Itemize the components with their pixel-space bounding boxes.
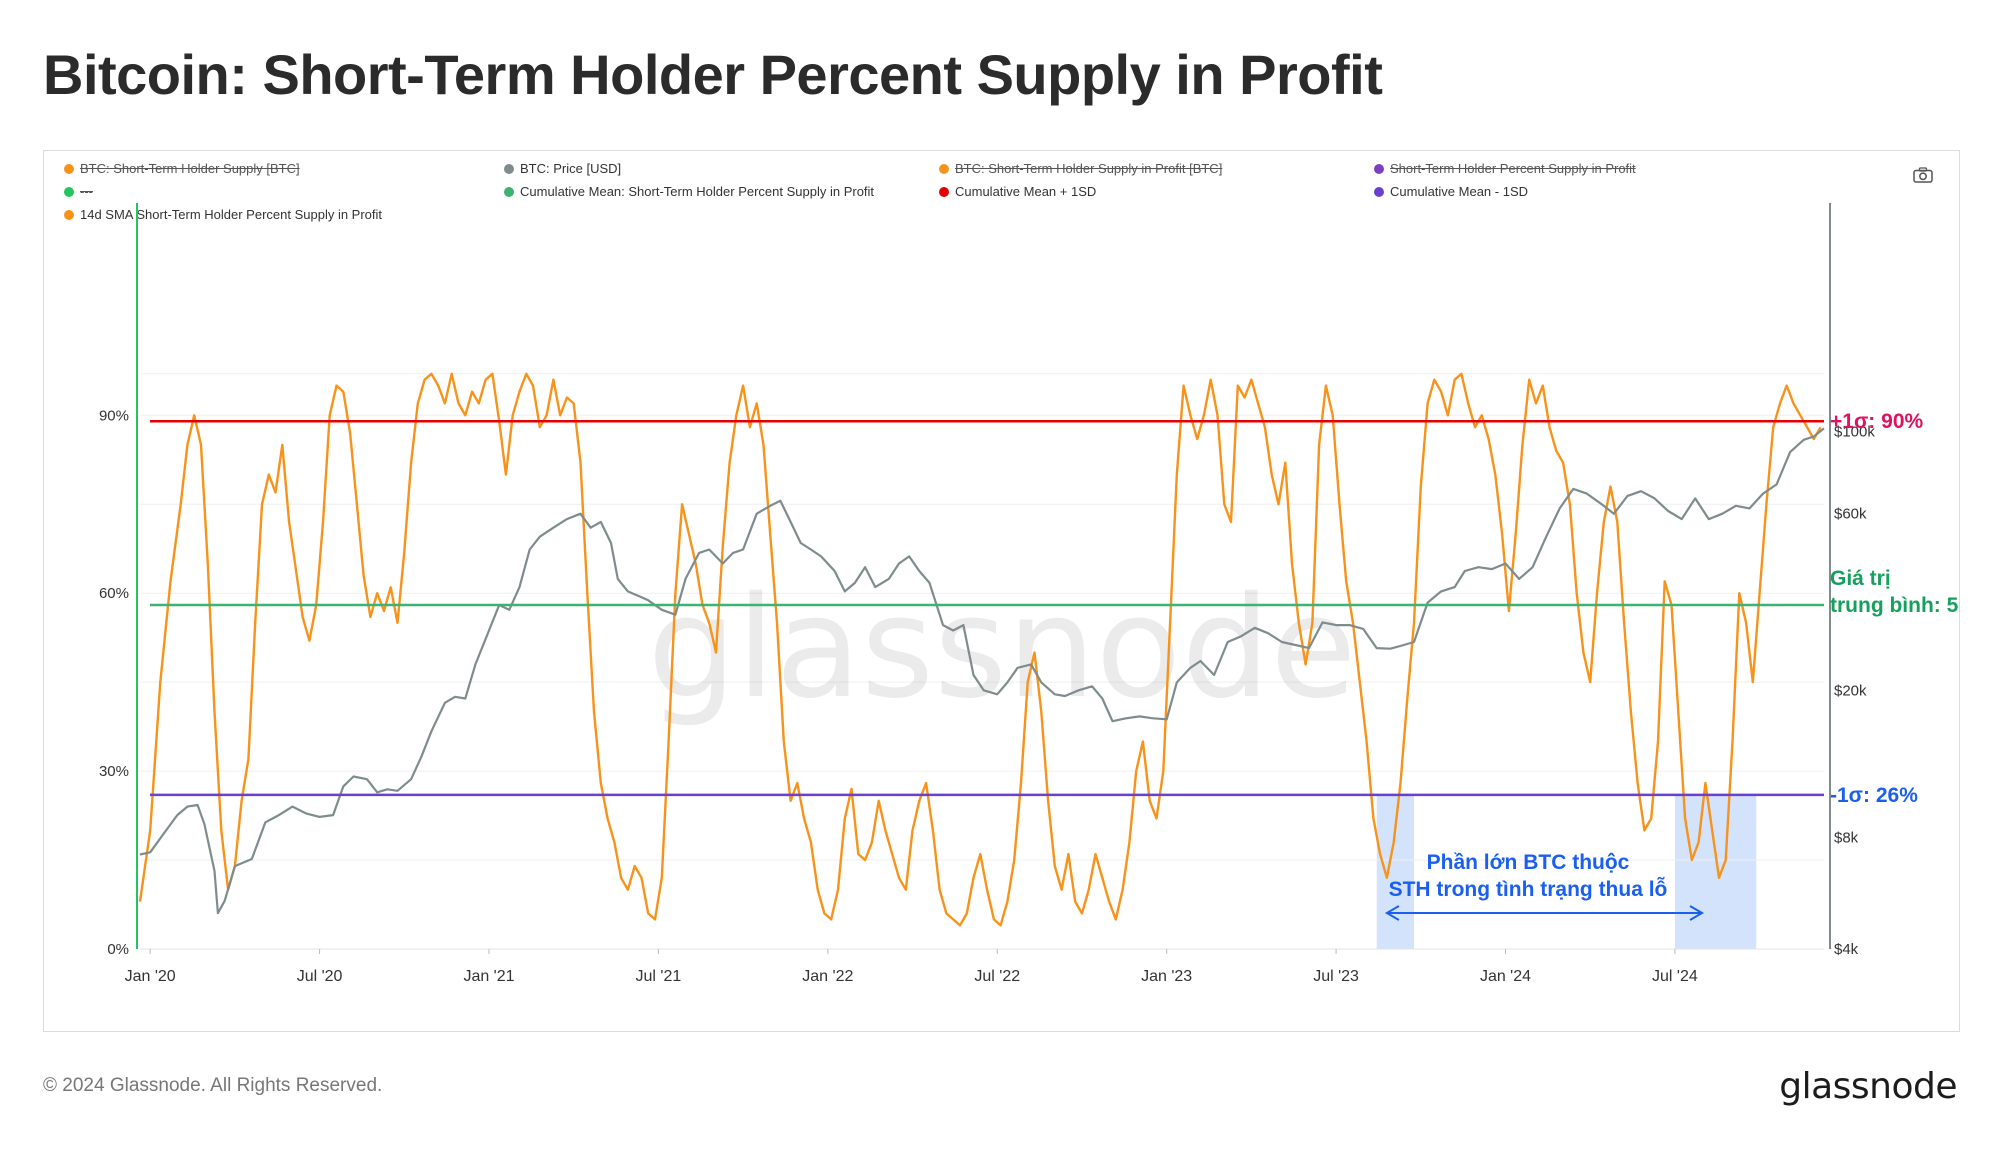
legend-item-14d-sma[interactable]: 14d SMA Short-Term Holder Percent Supply…	[64, 207, 382, 222]
x-tick-label: Jul '22	[974, 968, 1020, 985]
watermark: glassnode	[648, 567, 1357, 730]
legend-item-btc-price[interactable]: BTC: Price [USD]	[504, 161, 621, 176]
glassnode-logo: glassnode	[1779, 1066, 1957, 1107]
legend-dot	[504, 186, 514, 197]
mean-annotation-line1: Giá trị	[1830, 567, 1891, 590]
y-right-tick-label: $100k	[1834, 424, 1875, 441]
page-title: Bitcoin: Short-Term Holder Percent Suppl…	[43, 43, 1383, 106]
legend-label: BTC: Short-Term Holder Supply in Profit …	[955, 161, 1223, 176]
legend-dot	[1374, 163, 1384, 174]
legend-label: 14d SMA Short-Term Holder Percent Supply…	[80, 207, 383, 222]
upper-band-annotation: +1σ: 90%	[1830, 410, 1923, 433]
legend-item-sth-supply-profit[interactable]: BTC: Short-Term Holder Supply in Profit …	[939, 161, 1222, 176]
arrow-right-head	[1689, 905, 1705, 921]
legend-item-mean-plus-1sd[interactable]: Cumulative Mean + 1SD	[939, 184, 1096, 199]
mean-annotation-line2: trung bình: 58%	[1830, 594, 1959, 617]
x-tick-label: Jan '23	[1141, 968, 1192, 985]
loss-annotation-line1: Phần lớn BTC thuộc	[1427, 851, 1630, 874]
y-left-tick-label: 0%	[107, 941, 129, 958]
legend-label: ---	[80, 184, 93, 199]
chart-frame: BTC: Short-Term Holder Supply [BTC] BTC:…	[43, 150, 1960, 1032]
sth-profit-line	[138, 372, 1822, 927]
legend-label: Cumulative Mean: Short-Term Holder Perce…	[520, 184, 875, 199]
legend-dot	[504, 163, 514, 174]
legend-item-sth-supply[interactable]: BTC: Short-Term Holder Supply [BTC]	[64, 161, 300, 176]
btc-price-line	[139, 427, 1825, 915]
legend-item-sth-percent-profit[interactable]: Short-Term Holder Percent Supply in Prof…	[1374, 161, 1636, 176]
copyright-text: © 2024 Glassnode. All Rights Reserved.	[43, 1075, 383, 1096]
x-tick-label: Jul '23	[1313, 968, 1359, 985]
legend-dot	[939, 163, 949, 174]
loss-shaded-region	[1674, 794, 1757, 949]
legend-dot	[64, 209, 74, 220]
legend-label: BTC: Price [USD]	[520, 161, 622, 176]
x-tick-label: Jul '21	[636, 968, 682, 985]
legend-item-dashed[interactable]: ---	[64, 184, 93, 199]
legend-dot	[1374, 186, 1384, 197]
legend-label: Cumulative Mean + 1SD	[955, 184, 1097, 199]
arrow-left-head	[1384, 905, 1400, 921]
legend-dot	[939, 186, 949, 197]
x-tick-label: Jul '24	[1652, 968, 1698, 985]
y-left-tick-label: 90%	[99, 407, 129, 424]
legend-item-cumulative-mean[interactable]: Cumulative Mean: Short-Term Holder Perce…	[504, 184, 874, 199]
y-left-tick-label: 60%	[99, 585, 129, 602]
x-tick-label: Jan '24	[1480, 968, 1531, 985]
legend-label: Cumulative Mean - 1SD	[1390, 184, 1528, 199]
legend-dot	[64, 163, 74, 174]
y-left-tick-label: 30%	[99, 763, 129, 780]
y-right-tick-label: $60k	[1834, 506, 1867, 523]
x-tick-label: Jan '21	[463, 968, 514, 985]
legend-item-mean-minus-1sd[interactable]: Cumulative Mean - 1SD	[1374, 184, 1528, 199]
camera-icon[interactable]	[1913, 167, 1933, 183]
legend-label: BTC: Short-Term Holder Supply [BTC]	[80, 161, 300, 176]
legend-dot	[64, 186, 74, 197]
chart-plot: glassnode Jan '20 Jul '20 Jan '21 Jul '21 Jan…	[99, 203, 1959, 985]
y-right-tick-label: $8k	[1834, 830, 1859, 847]
y-right-tick-label: $20k	[1834, 682, 1867, 699]
x-tick-label: Jan '22	[802, 968, 853, 985]
x-tick-label: Jan '20	[125, 968, 176, 985]
x-tick-label: Jul '20	[297, 968, 343, 985]
legend-label: Short-Term Holder Percent Supply in Prof…	[1390, 161, 1636, 176]
lower-band-annotation: -1σ: 26%	[1830, 784, 1918, 807]
loss-annotation-line2: STH trong tình trạng thua lỗ	[1389, 877, 1668, 901]
y-right-tick-label: $4k	[1834, 941, 1859, 958]
